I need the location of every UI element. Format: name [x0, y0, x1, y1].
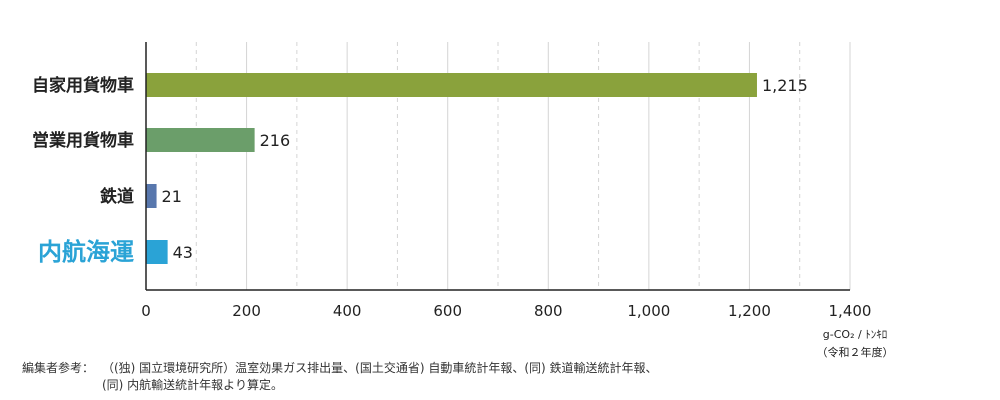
- bar-0: [146, 73, 757, 97]
- value-label: 1,215: [762, 76, 808, 95]
- source-line1: （(独) 国立環境研究所）温室効果ガス排出量、(国土交通省) 自動車統計年報、(…: [102, 361, 658, 375]
- unit-label-line1: g-CO₂ / ﾄﾝｷﾛ: [822, 328, 888, 341]
- category-label: 鉄道: [100, 186, 134, 207]
- x-tick-label: 1,200: [728, 302, 771, 320]
- labels: 0 200 400 600 800 1,000 1,200 1,400 自家用貨物車 1,215 営…: [32, 75, 871, 320]
- bars: [146, 73, 757, 264]
- unit-label-line2: （令和２年度）: [816, 346, 894, 359]
- source-note: 編集者参考： （(独) 国立環境研究所）温室効果ガス排出量、(国土交通省) 自動…: [22, 360, 658, 394]
- bar-1: [146, 128, 255, 152]
- x-tick-label: 1,000: [627, 302, 670, 320]
- value-label: 216: [260, 131, 291, 150]
- unit-label: g-CO₂ / ﾄﾝｷﾛ （令和２年度）: [800, 326, 910, 362]
- source-line2: (同) 内航輸送統計年報より算定。: [102, 378, 283, 392]
- x-tick-label: 600: [433, 302, 462, 320]
- category-label: 自家用貨物車: [32, 75, 134, 96]
- bar-2: [146, 184, 157, 208]
- x-tick-label: 400: [333, 302, 362, 320]
- value-label: 21: [162, 187, 182, 206]
- x-tick-label: 0: [141, 302, 151, 320]
- x-tick-label: 200: [232, 302, 261, 320]
- category-label: 内航海運: [38, 238, 134, 266]
- value-label: 43: [173, 243, 193, 262]
- x-tick-label: 800: [534, 302, 563, 320]
- source-prefix: 編集者参考：: [22, 361, 95, 375]
- x-tick-label: 1,400: [829, 302, 872, 320]
- category-label: 営業用貨物車: [32, 130, 134, 151]
- bar-3: [146, 240, 168, 264]
